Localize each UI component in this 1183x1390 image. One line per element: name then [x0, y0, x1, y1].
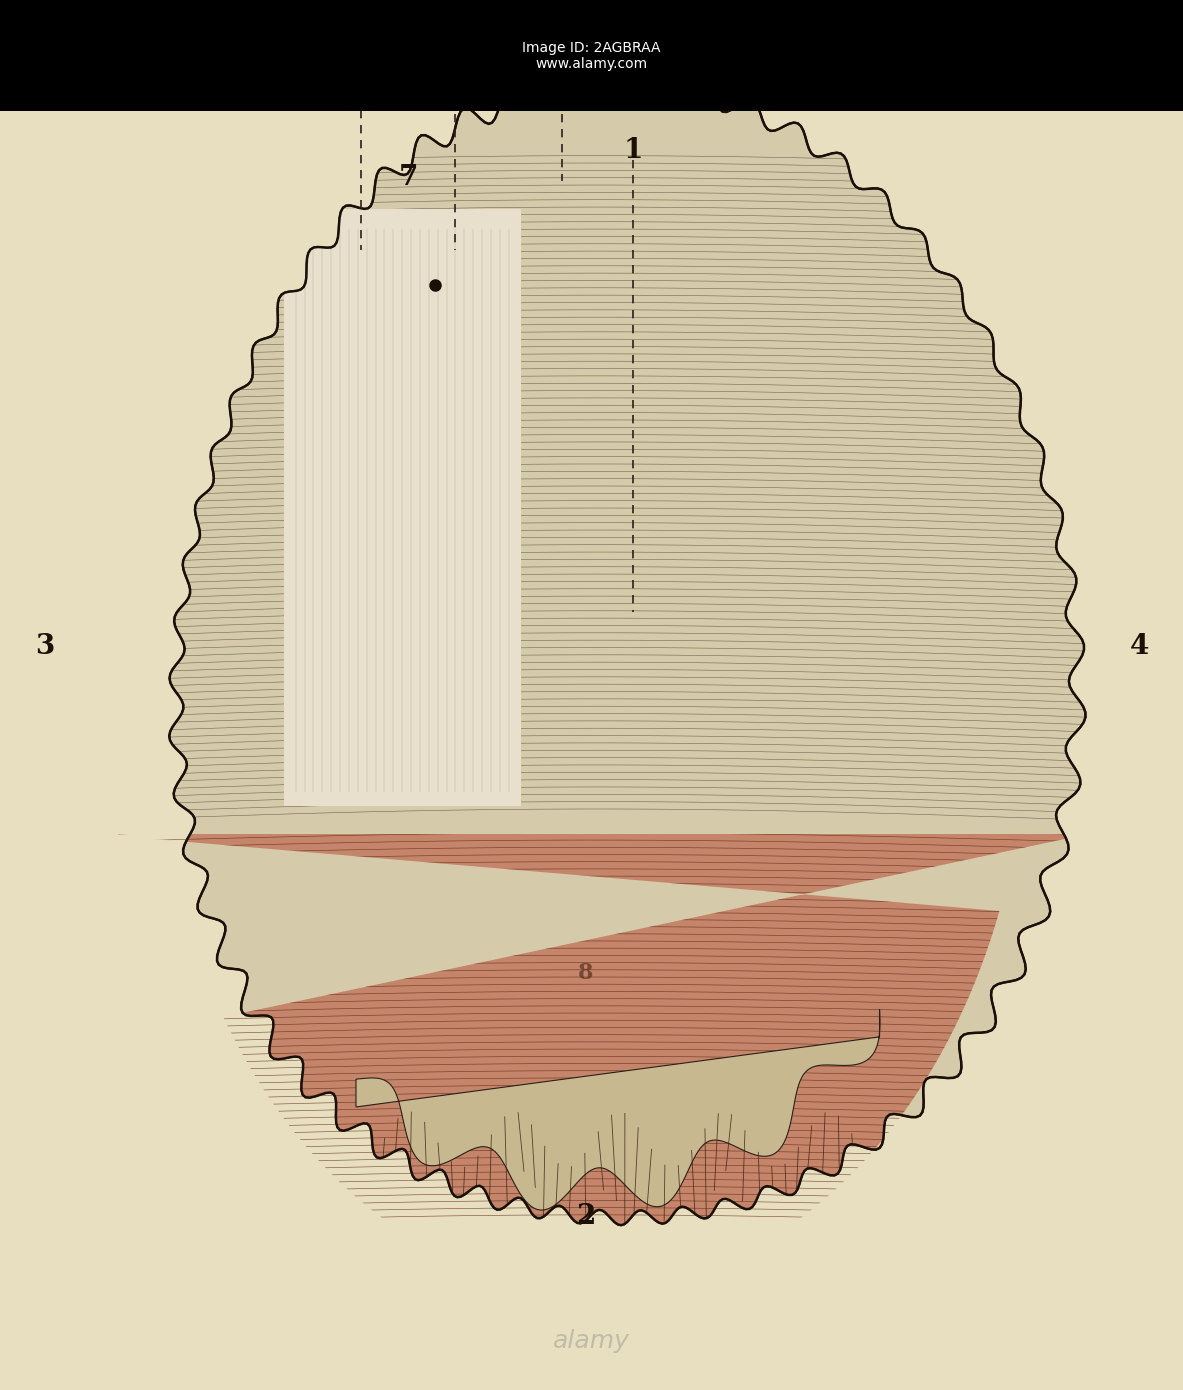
Bar: [0, 0, 1183, 111]
Text: Image ID: 2AGBRAA
www.alamy.com: Image ID: 2AGBRAA www.alamy.com: [522, 40, 661, 71]
Polygon shape: [356, 1009, 880, 1211]
Text: 3: 3: [35, 632, 54, 660]
Polygon shape: [169, 70, 1086, 1225]
Text: 4: 4: [1130, 632, 1149, 660]
Text: 8: 8: [577, 962, 594, 984]
Text: 5: 5: [552, 11, 571, 39]
Text: alamy: alamy: [554, 1329, 629, 1354]
Text: 6: 6: [351, 11, 370, 39]
Polygon shape: [95, 834, 1088, 1290]
Text: 7: 7: [399, 164, 418, 192]
Text: 1: 1: [623, 136, 642, 164]
Text: 6: 6: [446, 11, 465, 39]
Polygon shape: [284, 208, 521, 806]
Text: 2: 2: [576, 1202, 595, 1230]
